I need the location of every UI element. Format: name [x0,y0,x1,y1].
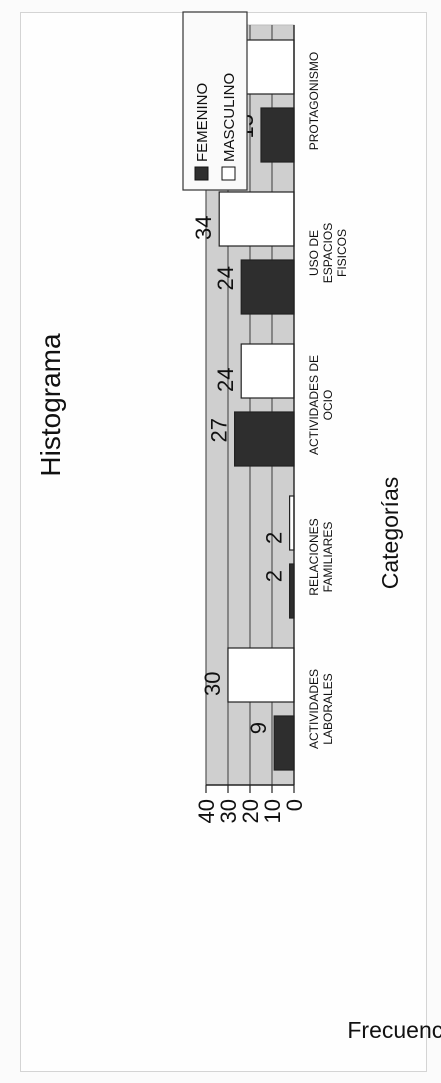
y-tick-label: 0 [282,799,307,811]
data-label-masculino: 24 [213,368,238,392]
x-category-label: LABORALES [321,673,335,744]
x-axis-title: Categorías [377,477,403,590]
y-tick-label: 30 [216,799,241,823]
x-category-label: FAMILIARES [321,522,335,593]
legend: FEMENINO MASCULINO [182,11,248,191]
x-category-label: ESPACIOS [321,223,335,283]
x-category-label: ACTIVIDADES [307,669,321,749]
y-tick-label: 20 [238,799,263,823]
bar-femenino [234,411,295,467]
data-label-femenino: 2 [262,570,287,582]
data-label-femenino: 27 [207,418,232,442]
bar-masculino [218,191,295,247]
bar-femenino [273,715,295,771]
y-axis-title: Frecuencias [347,1017,441,1043]
data-label-femenino: 9 [246,722,271,734]
x-category-labels: ACTIVIDADES LABORALES RELACIONES FAMILIARES… [307,52,349,749]
x-category-label: PROTAGONISMO [307,52,321,150]
legend-label-masculino: MASCULINO [221,73,238,162]
data-label-masculino: 34 [191,216,216,240]
legend-label-femenino: FEMENINO [194,83,211,162]
bar-masculino [227,647,295,703]
axes [205,25,295,793]
y-tick-label: 40 [194,799,219,823]
legend-swatch-femenino [194,166,209,181]
y-tick-label: 10 [260,799,285,823]
bar-masculino [240,343,295,399]
x-category-label: OCIO [321,390,335,421]
legend-swatch-masculino [221,166,236,181]
x-category-label: FISICOS [335,229,349,277]
bar-femenino [260,107,295,163]
bar-femenino [240,259,295,315]
data-label-femenino: 24 [213,266,238,290]
chart-title: Histograma [35,333,66,477]
x-category-label: RELACIONES [307,518,321,595]
data-label-masculino: 2 [262,532,287,544]
x-category-label: USO DE [307,230,321,276]
legend-box [182,11,248,191]
x-category-label: ACTIVIDADES DE [307,355,321,455]
data-label-masculino: 30 [200,672,225,696]
